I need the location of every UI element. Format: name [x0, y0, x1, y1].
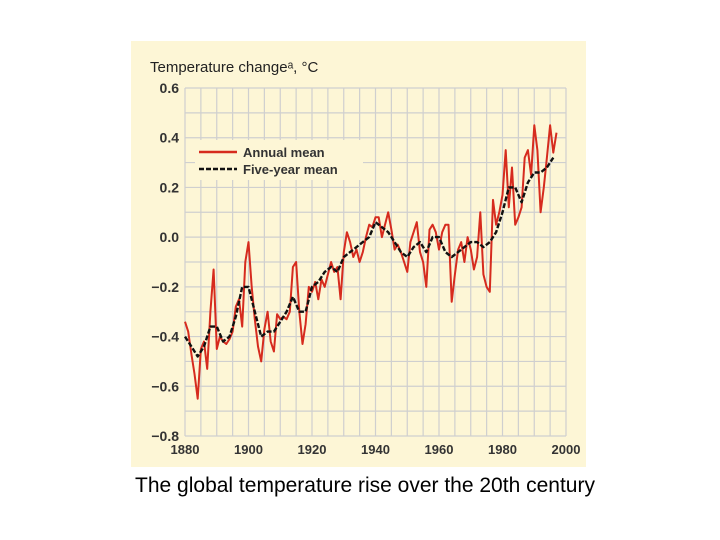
- legend-label: Five-year mean: [243, 162, 338, 177]
- legend-box: [195, 140, 363, 180]
- y-tick-label: 0.2: [160, 179, 180, 195]
- y-tick-label: −0.4: [151, 329, 179, 345]
- x-tick-label: 1900: [234, 442, 263, 457]
- y-tick-label: 0.4: [160, 130, 180, 146]
- y-tick-label: −0.2: [151, 279, 179, 295]
- y-tick-label: −0.6: [151, 378, 179, 394]
- chart-legend: Annual mean Five-year mean: [195, 140, 363, 180]
- chart-figure: Temperature changeᵃ, °C 0.6 0.4 0.2 0.0 −0.2…: [131, 41, 586, 467]
- slide-caption: The global temperature rise over the 20t…: [135, 474, 595, 497]
- y-tick-label: 0.6: [160, 80, 180, 96]
- x-tick-label: 2000: [552, 442, 581, 457]
- x-tick-label: 1880: [171, 442, 200, 457]
- series-line-annual-mean: [184, 124, 558, 400]
- chart-canvas: Temperature changeᵃ, °C 0.6 0.4 0.2 0.0 −0.2…: [131, 41, 586, 467]
- chart-series: [183, 124, 558, 400]
- x-tick-label: 1920: [298, 442, 327, 457]
- x-tick-label: 1940: [361, 442, 390, 457]
- series-line-five-year-mean: [183, 156, 555, 358]
- x-tick-label: 1960: [425, 442, 454, 457]
- y-tick-label: −0.8: [151, 428, 179, 444]
- chart-title: Temperature changeᵃ, °C: [150, 59, 319, 76]
- y-tick-label: 0.0: [160, 229, 180, 245]
- legend-label: Annual mean: [243, 145, 325, 160]
- x-tick-label: 1980: [488, 442, 517, 457]
